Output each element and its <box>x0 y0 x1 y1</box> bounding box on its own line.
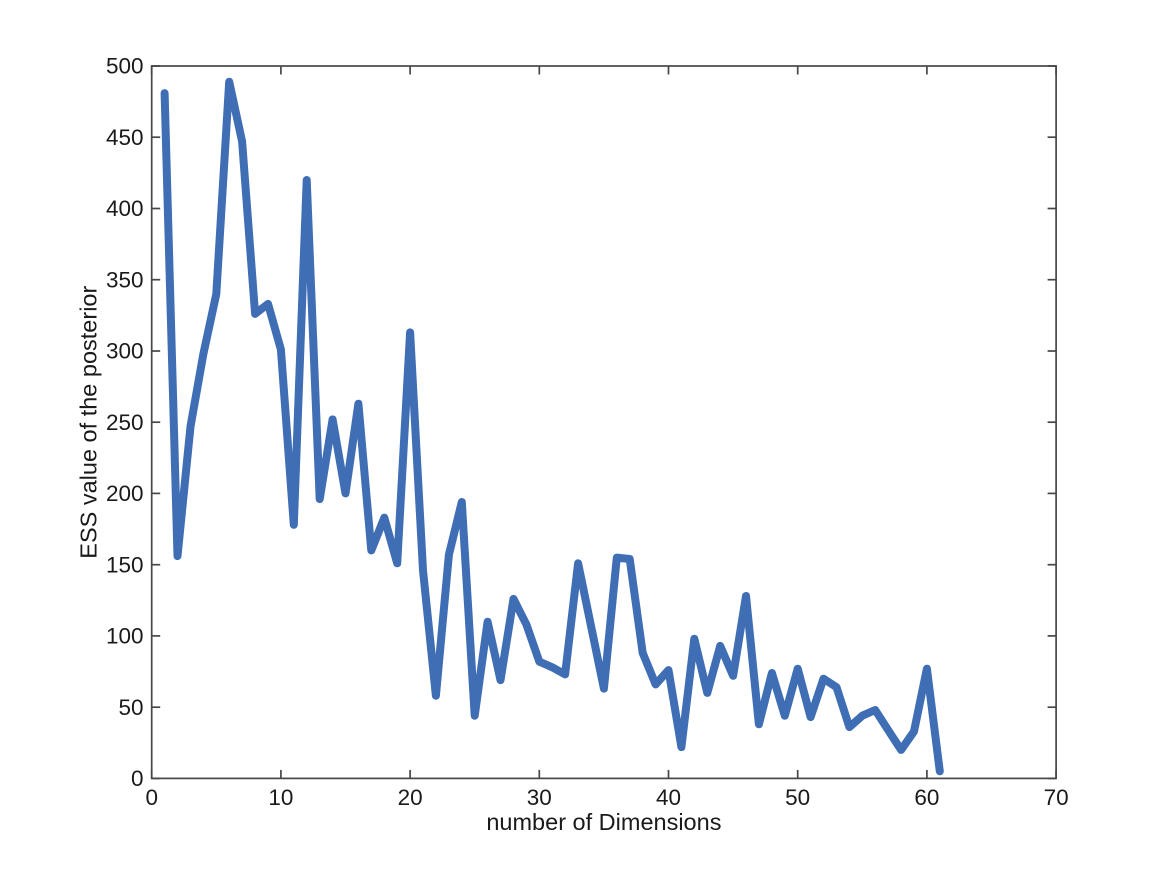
svg-text:30: 30 <box>527 785 552 810</box>
svg-text:100: 100 <box>106 624 144 649</box>
svg-text:150: 150 <box>106 552 144 577</box>
svg-text:number of Dimensions: number of Dimensions <box>486 809 721 835</box>
svg-text:500: 500 <box>106 54 144 79</box>
svg-text:40: 40 <box>656 785 681 810</box>
svg-text:ESS value of the posterior: ESS value of the posterior <box>76 286 102 559</box>
svg-text:200: 200 <box>106 481 144 506</box>
svg-text:300: 300 <box>106 339 144 364</box>
svg-text:10: 10 <box>268 785 293 810</box>
svg-text:70: 70 <box>1044 785 1069 810</box>
svg-text:50: 50 <box>118 695 143 720</box>
svg-text:350: 350 <box>106 267 144 292</box>
svg-text:450: 450 <box>106 125 144 150</box>
svg-text:20: 20 <box>398 785 423 810</box>
svg-text:0: 0 <box>131 766 144 791</box>
svg-text:400: 400 <box>106 196 144 221</box>
svg-text:50: 50 <box>785 785 810 810</box>
svg-text:250: 250 <box>106 410 144 435</box>
svg-text:60: 60 <box>914 785 939 810</box>
svg-text:0: 0 <box>145 785 158 810</box>
